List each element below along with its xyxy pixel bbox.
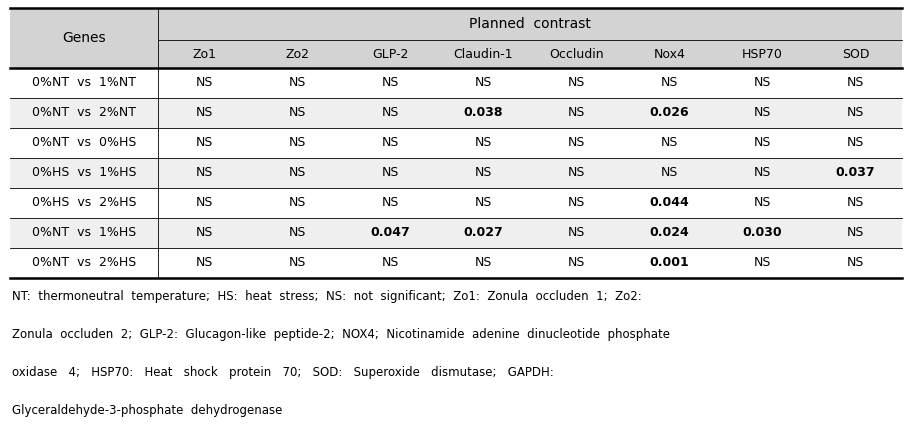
Text: NS: NS: [846, 256, 864, 270]
Text: Zonula  occluden  2;  GLP-2:  Glucagon-like  peptide-2;  NOX4;  Nicotinamide  ad: Zonula occluden 2; GLP-2: Glucagon-like …: [12, 328, 670, 341]
Text: SOD: SOD: [841, 48, 868, 61]
Text: NS: NS: [382, 137, 399, 150]
Text: NS: NS: [382, 166, 399, 179]
Text: NS: NS: [289, 77, 306, 89]
Text: NS: NS: [196, 197, 213, 210]
Text: Zo1: Zo1: [192, 48, 216, 61]
Bar: [10, 98, 901, 128]
Text: NS: NS: [568, 106, 585, 120]
Text: oxidase   4;   HSP70:   Heat   shock   protein   70;   SOD:   Superoxide   dismu: oxidase 4; HSP70: Heat shock protein 70;…: [12, 366, 553, 379]
Text: NS: NS: [196, 106, 213, 120]
Text: NS: NS: [196, 227, 213, 239]
Text: NS: NS: [475, 137, 492, 150]
Text: NS: NS: [568, 77, 585, 89]
Text: Nox4: Nox4: [653, 48, 685, 61]
Text: NS: NS: [753, 166, 771, 179]
Bar: [10, 248, 901, 278]
Text: NS: NS: [475, 166, 492, 179]
Text: 0.026: 0.026: [649, 106, 689, 120]
Text: NS: NS: [196, 256, 213, 270]
Text: NS: NS: [846, 227, 864, 239]
Text: NS: NS: [475, 256, 492, 270]
Text: 0%NT  vs  0%HS: 0%NT vs 0%HS: [32, 137, 136, 150]
Text: 0.024: 0.024: [649, 227, 689, 239]
Text: NS: NS: [753, 106, 771, 120]
Text: NS: NS: [568, 227, 585, 239]
Text: NS: NS: [289, 137, 306, 150]
Text: NS: NS: [846, 197, 864, 210]
Text: NS: NS: [753, 137, 771, 150]
Text: 0.038: 0.038: [463, 106, 503, 120]
Text: Zo2: Zo2: [285, 48, 309, 61]
Text: Occludin: Occludin: [548, 48, 603, 61]
Text: NS: NS: [568, 137, 585, 150]
Text: NS: NS: [753, 77, 771, 89]
Text: NS: NS: [846, 77, 864, 89]
Bar: [10, 218, 901, 248]
Text: NS: NS: [289, 227, 306, 239]
Text: NS: NS: [568, 197, 585, 210]
Text: 0.001: 0.001: [649, 256, 689, 270]
Text: NS: NS: [660, 137, 678, 150]
Text: NS: NS: [660, 77, 678, 89]
Bar: [10, 40, 901, 68]
Text: 0%HS  vs  2%HS: 0%HS vs 2%HS: [32, 197, 136, 210]
Text: GLP-2: GLP-2: [372, 48, 408, 61]
Text: HSP70: HSP70: [742, 48, 782, 61]
Text: Genes: Genes: [62, 31, 106, 45]
Text: 0.027: 0.027: [463, 227, 503, 239]
Text: NS: NS: [196, 166, 213, 179]
Text: 0.030: 0.030: [742, 227, 782, 239]
Bar: [10, 188, 901, 218]
Text: 0%HS  vs  1%HS: 0%HS vs 1%HS: [32, 166, 136, 179]
Text: 0%NT  vs  2%NT: 0%NT vs 2%NT: [32, 106, 136, 120]
Text: 0.047: 0.047: [370, 227, 410, 239]
Text: NS: NS: [568, 256, 585, 270]
Text: 0%NT  vs  2%HS: 0%NT vs 2%HS: [32, 256, 136, 270]
Text: NS: NS: [382, 197, 399, 210]
Text: NS: NS: [382, 77, 399, 89]
Text: NS: NS: [660, 166, 678, 179]
Text: NS: NS: [289, 106, 306, 120]
Bar: [10, 128, 901, 158]
Text: NS: NS: [382, 106, 399, 120]
Text: 0%NT  vs  1%NT: 0%NT vs 1%NT: [32, 77, 136, 89]
Text: NS: NS: [196, 77, 213, 89]
Text: NS: NS: [568, 166, 585, 179]
Text: NS: NS: [753, 197, 771, 210]
Text: NS: NS: [382, 256, 399, 270]
Text: NS: NS: [289, 256, 306, 270]
Text: NT:  thermoneutral  temperature;  HS:  heat  stress;  NS:  not  significant;  Zo: NT: thermoneutral temperature; HS: heat …: [12, 290, 641, 303]
Text: Glyceraldehyde-3-phosphate  dehydrogenase: Glyceraldehyde-3-phosphate dehydrogenase: [12, 404, 282, 417]
Bar: [10, 68, 901, 98]
Text: NS: NS: [289, 166, 306, 179]
Text: NS: NS: [289, 197, 306, 210]
Bar: [10, 8, 901, 40]
Text: 0.037: 0.037: [834, 166, 875, 179]
Text: NS: NS: [753, 256, 771, 270]
Text: Planned  contrast: Planned contrast: [468, 17, 590, 31]
Text: 0%NT  vs  1%HS: 0%NT vs 1%HS: [32, 227, 136, 239]
Text: 0.044: 0.044: [649, 197, 689, 210]
Text: Claudin-1: Claudin-1: [453, 48, 513, 61]
Text: NS: NS: [475, 197, 492, 210]
Text: NS: NS: [196, 137, 213, 150]
Text: NS: NS: [846, 137, 864, 150]
Bar: [10, 158, 901, 188]
Text: NS: NS: [846, 106, 864, 120]
Text: NS: NS: [475, 77, 492, 89]
